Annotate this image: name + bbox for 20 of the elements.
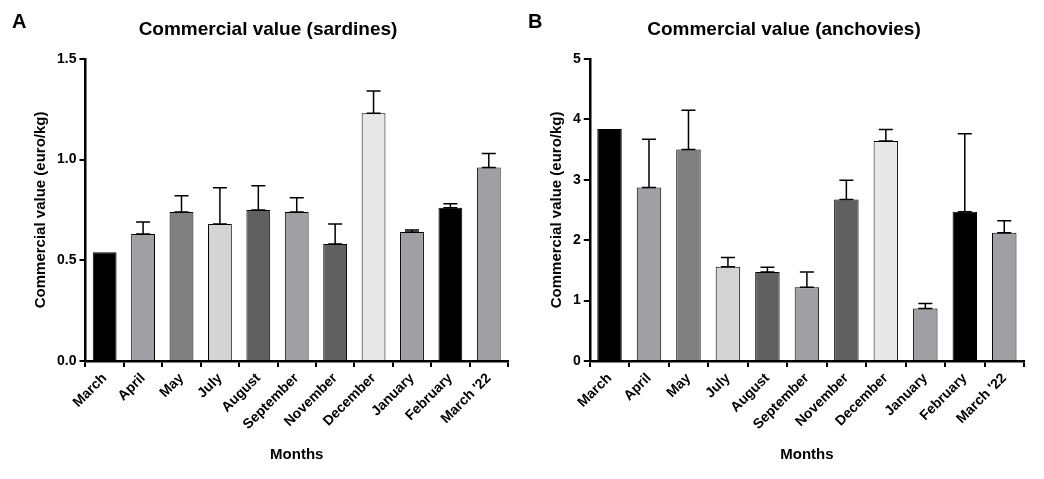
x-tick-label: May [155,369,187,400]
y-tick-label: 0.0 [56,351,77,368]
y-tick-label: 1.5 [56,49,77,66]
y-tick-label: 4 [572,110,581,127]
y-tick-label: 1 [572,291,581,308]
chart-title: Commercial value (sardines) [138,17,398,39]
x-tick-label: May [662,369,694,400]
chart-title: Commercial value (anchovies) [647,17,921,39]
y-tick-label: 0.5 [56,251,77,268]
y-tick-label: 1.0 [56,150,77,167]
y-axis-title: Commercial value (euro/kg) [31,111,49,309]
text: A [12,9,27,32]
text: B [528,9,543,32]
y-tick-label: 3 [572,170,581,187]
y-tick-label: 0 [572,351,581,368]
x-axis-title: Months [780,445,834,463]
y-tick-label: 5 [572,49,581,66]
x-axis-title: Months [270,445,324,463]
y-axis-title: Commercial value (euro/kg) [547,111,565,309]
y-tick-label: 2 [572,230,581,247]
